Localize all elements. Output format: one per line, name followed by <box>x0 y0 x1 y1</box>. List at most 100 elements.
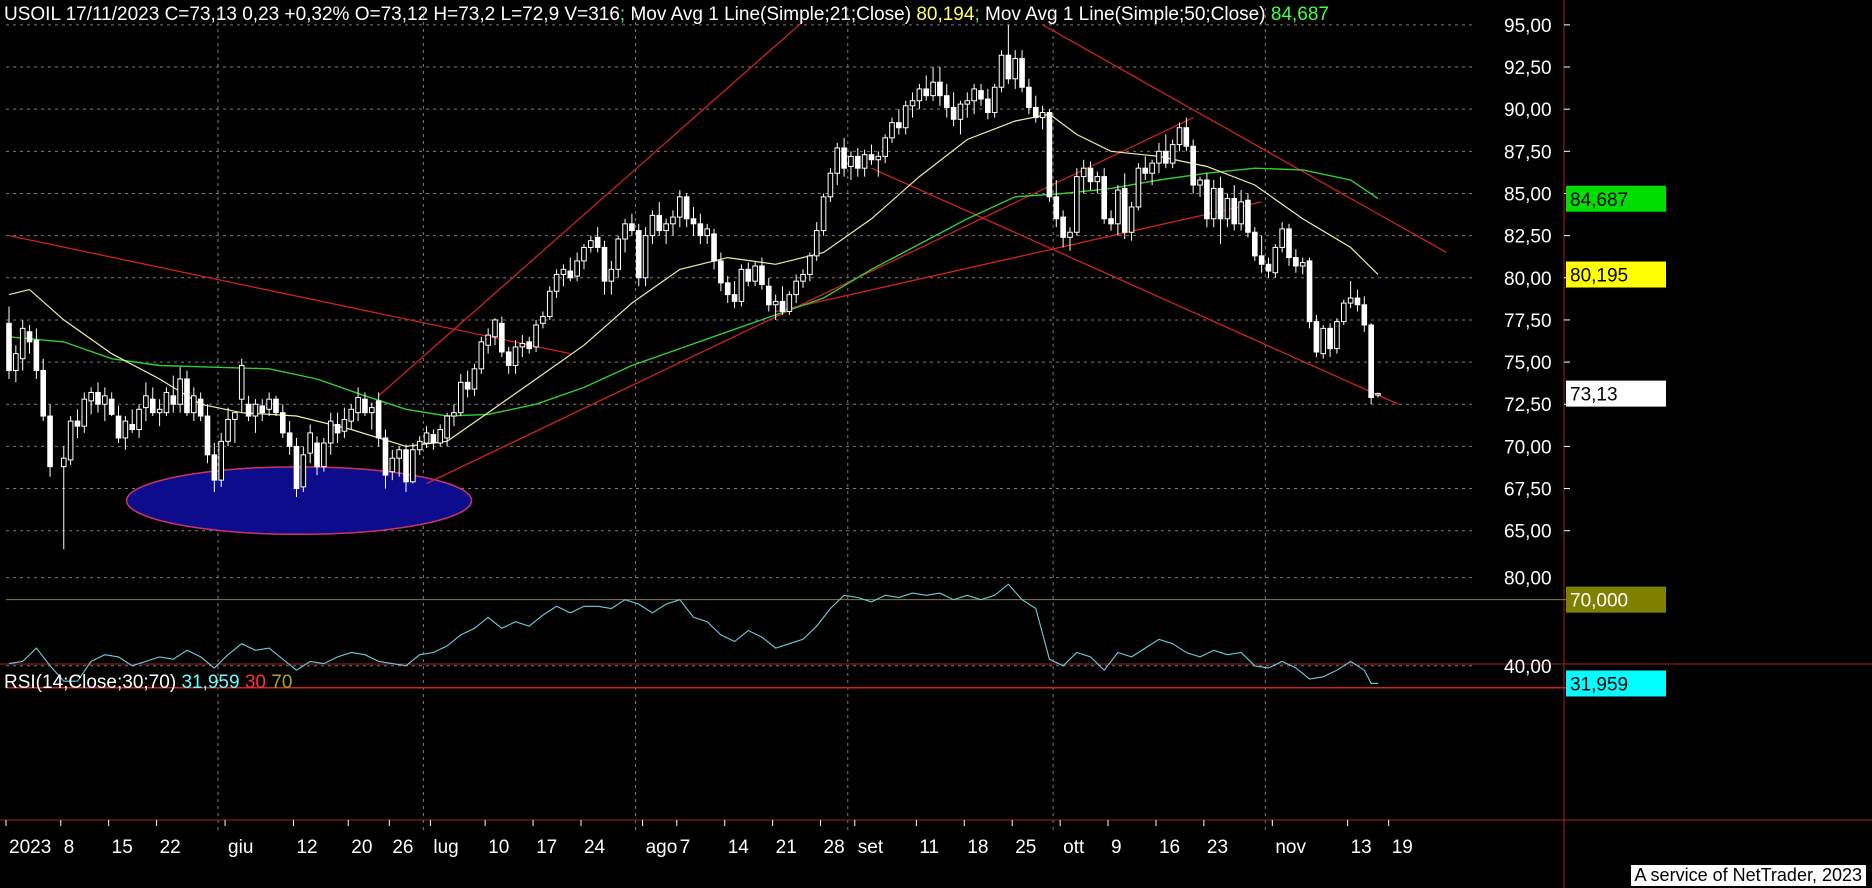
candle <box>327 412 334 455</box>
candle <box>807 252 813 282</box>
candle <box>225 407 231 447</box>
candle-body-up <box>834 147 841 174</box>
price-tick-label: 92,50 <box>1504 58 1552 79</box>
candle-body-up <box>143 395 149 409</box>
candle-body-down <box>950 106 957 120</box>
candle <box>1142 156 1149 180</box>
candle-body-up <box>60 457 67 468</box>
candle <box>1210 179 1217 228</box>
quote-label: C=73,13 0,23 +0,32% O=73,12 H=73,2 L=72,… <box>164 4 620 25</box>
candle <box>1313 314 1320 358</box>
candle <box>1183 117 1190 152</box>
candle-body-up <box>752 265 758 282</box>
price-tick-label: 95,00 <box>1504 16 1552 37</box>
candle <box>13 345 19 383</box>
candle-body-down <box>115 415 122 439</box>
candle <box>704 223 710 245</box>
candle-body-down <box>1327 327 1333 350</box>
candle <box>444 412 450 447</box>
candle-body-up <box>677 196 683 218</box>
candle-layer <box>6 24 1381 550</box>
candle <box>670 210 676 236</box>
rsi-label: RSI(14;Close;30;70) <box>4 672 177 693</box>
time-tick-label: 20 <box>351 837 372 858</box>
candle-body-up <box>1320 327 1327 355</box>
candle <box>259 399 266 422</box>
ma50-label: Mov Avg 1 Line(Simple;50;Close) <box>985 4 1266 25</box>
candle <box>629 213 635 236</box>
candle-body-down <box>683 196 690 220</box>
price-marker: 80,195 <box>1566 261 1666 288</box>
candle-body-up <box>553 273 560 292</box>
candle-body-down <box>1251 231 1258 257</box>
rsi-value: 31,959 <box>181 672 240 693</box>
candle-body-down <box>26 331 33 343</box>
ma21-label: Mov Avg 1 Line(Simple;21;Close) <box>630 4 912 25</box>
candle-body-up <box>1238 201 1244 225</box>
candle-body-up <box>991 86 998 114</box>
rsi-layer <box>6 583 1640 689</box>
candle <box>156 399 163 427</box>
candle <box>499 316 505 358</box>
candle-body-down <box>1354 297 1361 306</box>
candle-body-up <box>13 353 19 372</box>
candle-body-down <box>499 322 505 353</box>
candle <box>635 223 642 287</box>
candle-body-down <box>854 155 861 169</box>
candle <box>1347 281 1354 309</box>
candle-body-down <box>1258 255 1265 265</box>
candle-body-down <box>985 98 991 114</box>
rsi-marker-text: 70,000 <box>1570 591 1628 612</box>
candle-body-up <box>225 418 231 442</box>
candle <box>765 277 772 312</box>
candle-body-down <box>594 236 601 248</box>
candle <box>1060 210 1066 248</box>
candle <box>67 416 74 465</box>
candle <box>47 404 53 477</box>
candle <box>232 412 238 444</box>
candle <box>1245 193 1251 238</box>
candle <box>902 100 909 135</box>
candle <box>512 340 519 374</box>
time-tick-label: 9 <box>1111 837 1122 858</box>
price-marker-box <box>1566 261 1666 288</box>
candle <box>382 429 389 489</box>
candle-body-up <box>512 346 519 366</box>
candle-body-down <box>505 351 512 366</box>
candle-body-down <box>1183 127 1190 147</box>
candle <box>1231 185 1238 231</box>
candle <box>108 392 115 417</box>
candle-body-down <box>868 154 875 161</box>
candle-body-down <box>601 246 608 282</box>
price-tick-label: 75,00 <box>1504 353 1552 374</box>
candle <box>964 92 971 118</box>
candle <box>896 109 902 135</box>
candle-body-up <box>252 403 259 417</box>
time-tick-label: 11 <box>919 837 939 858</box>
time-tick-label: 22 <box>160 837 181 858</box>
candle-body-up <box>800 273 806 282</box>
candle <box>772 294 779 320</box>
candle-body-down <box>1053 196 1060 220</box>
candle-body-down <box>95 391 101 405</box>
candle-body-down <box>1046 112 1053 198</box>
candle <box>813 222 820 261</box>
candle-body-up <box>998 54 1005 88</box>
candle <box>916 83 923 110</box>
candle-body-down <box>731 294 738 302</box>
candle-body-up <box>1334 321 1340 350</box>
candle <box>588 235 594 253</box>
candle-body-up <box>820 196 827 232</box>
candle <box>546 286 553 320</box>
candle-body-up <box>1197 179 1203 186</box>
candle <box>985 88 991 120</box>
candle <box>1176 122 1183 152</box>
price-tick-label: 72,50 <box>1504 395 1552 416</box>
price-marker-text: 80,195 <box>1570 265 1628 286</box>
candle <box>348 404 355 430</box>
candle <box>403 444 409 492</box>
candle-body-up <box>1128 206 1135 233</box>
candle-body-up <box>1176 127 1183 146</box>
candle <box>416 436 423 455</box>
candle <box>1080 159 1087 194</box>
